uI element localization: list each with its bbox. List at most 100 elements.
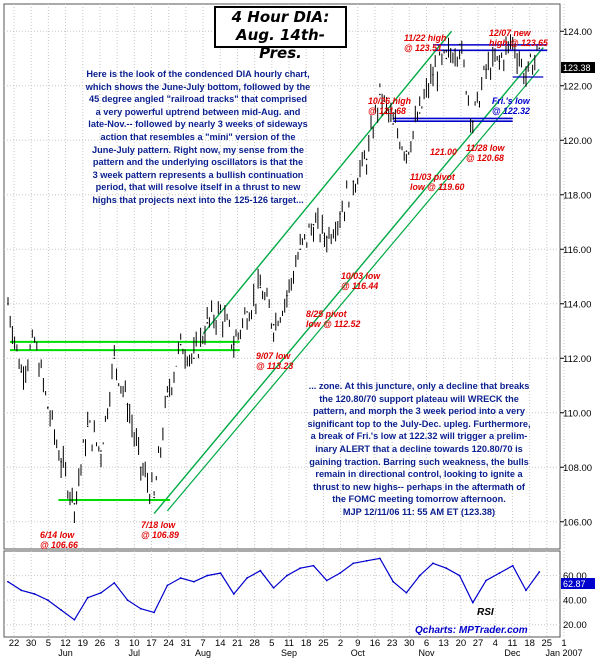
price-point: [405, 150, 408, 152]
rsi-point: [525, 589, 527, 592]
x-tick-label: 7: [200, 638, 205, 649]
annotation-text: @ 122.32: [492, 106, 530, 116]
x-tick-label: 19: [77, 638, 88, 649]
commentary-line: thrust to new highs-- perhaps in the aft…: [313, 481, 525, 492]
rsi-point: [458, 574, 461, 577]
uptrend-channel: [153, 30, 544, 515]
rsi-point: [179, 577, 182, 579]
x-axis-ticks: 22 30 5 12 19 26 3 10 17 24 31 7 14 21 28 5 11 18 25 2 9 16 23…: [9, 638, 567, 649]
annotation-text: low @ 112.52: [306, 319, 360, 329]
rsi-tick-label: 20.00: [563, 620, 587, 631]
price-point: [246, 311, 248, 313]
annotation-text: @ 123.51: [404, 43, 442, 53]
annotation-text: 11/28 low: [466, 143, 506, 153]
x-month-label: Aug: [195, 648, 211, 658]
x-tick-label: 11: [284, 638, 294, 649]
rsi-point: [299, 567, 302, 570]
rsi-point: [538, 571, 541, 573]
commentary-line: late-Nov.-- followed by nearly 3 weeks o…: [88, 119, 308, 130]
price-point: [206, 322, 209, 324]
annotation-fri-low: Fri.'s low @ 122.32: [492, 96, 531, 116]
price-point: [33, 341, 36, 343]
rsi-point: [73, 618, 76, 621]
x-tick-label: 23: [387, 638, 398, 649]
annotation-text: 121.00: [430, 147, 457, 157]
y-tick-label: 112.00: [563, 354, 591, 365]
commentary-line: which shows the June-July bottom, follow…: [85, 81, 311, 92]
commentary-bottom: ... zone. At this juncture, only a decli…: [282, 380, 556, 519]
price-point: [7, 302, 9, 305]
x-tick-label: 5: [269, 638, 274, 649]
x-tick-label: 12: [60, 638, 71, 649]
price-point: [60, 461, 62, 463]
rsi-value-marker: 62.87: [561, 578, 595, 589]
x-month-label: Jul: [129, 648, 141, 658]
price-point: [458, 43, 461, 46]
price-point: [126, 403, 129, 406]
rsi-point: [246, 577, 248, 579]
price-point: [153, 496, 155, 499]
rsi-axis-ticks: 20.00 40.00 60.00: [563, 571, 587, 631]
commentary-line: inary ALERT that a decline towards 120.8…: [315, 443, 523, 454]
price-point: [193, 357, 195, 360]
price-point: [365, 158, 368, 161]
x-tick-label: 31: [181, 638, 192, 649]
grid-lines: [4, 4, 565, 637]
rsi-point: [33, 593, 36, 595]
x-month-label: Jan 2007: [545, 648, 582, 658]
price-point: [286, 294, 288, 297]
annotation-text: @ 106.66: [40, 540, 78, 550]
x-tick-label: 21: [232, 638, 243, 649]
annotation-121: 121.00: [430, 147, 457, 157]
annotation-text: @ 116.44: [341, 281, 378, 291]
price-point: [498, 60, 501, 63]
rsi-point: [166, 584, 169, 587]
commentary-line: ... zone. At this juncture, only a decli…: [308, 381, 530, 391]
x-tick-label: 5: [46, 638, 51, 649]
rsi-point: [126, 599, 129, 602]
rsi-point: [272, 586, 275, 589]
rsi-point: [46, 599, 49, 602]
rsi-point: [339, 572, 341, 575]
annotation-jun14: 6/14 low @ 106.66: [40, 530, 78, 550]
x-tick-label: 11: [508, 638, 518, 649]
annotation-text: 8/25 pivot: [306, 309, 348, 319]
price-point: [392, 123, 394, 125]
annotation-text: @ 113.23: [256, 361, 293, 371]
channel-lower-line: [153, 47, 544, 515]
x-tick-label: 9: [355, 638, 360, 649]
price-point: [352, 180, 355, 182]
annotation-oct03: 10/03 low @ 116.44: [341, 271, 381, 291]
title-line-2: Aug. 14th-Pres.: [236, 26, 325, 62]
price-point: [272, 323, 275, 326]
commentary-line: remain in directional control, looking t…: [315, 469, 523, 480]
rsi-tick-label: 60.00: [563, 571, 587, 582]
x-tick-label: 6: [424, 638, 429, 649]
price-point: [325, 236, 328, 239]
x-tick-label: 24: [163, 638, 174, 649]
annotation-nov22: 11/22 high @ 123.51: [404, 33, 446, 53]
y-tick-label: 116.00: [563, 245, 591, 256]
channel-mid-line: [166, 69, 540, 512]
x-axis-months: Jun Jul Aug Sep Oct Nov Dec Jan 2007: [58, 648, 582, 658]
price-point: [379, 93, 381, 96]
y-tick-label: 108.00: [563, 463, 592, 474]
rsi-point: [286, 574, 288, 577]
y-tick-label: 110.00: [563, 408, 591, 419]
x-tick-label: 16: [370, 638, 381, 649]
rsi-point: [471, 601, 474, 604]
rsi-tick-label: 40.00: [563, 596, 587, 607]
commentary-line: the 120.80/70 support plateau will WRECK…: [319, 393, 519, 404]
x-tick-label: 14: [215, 638, 226, 649]
rsi-point: [153, 611, 155, 614]
annotation-oct26: 10/26 high @ 121.68: [368, 96, 411, 116]
commentary-line: a break of Fri.'s low at 122.32 will tri…: [310, 431, 528, 442]
annotation-text: 10/26 high: [368, 96, 411, 106]
x-tick-label: 1: [561, 638, 566, 649]
rsi-point: [113, 582, 116, 584]
rsi-point: [352, 562, 355, 565]
commentary-line: June-July pattern. Right now, my sense f…: [91, 144, 305, 155]
annotation-nov03: 11/03 pivot low @ 119.60: [410, 172, 464, 192]
price-point: [511, 39, 514, 42]
